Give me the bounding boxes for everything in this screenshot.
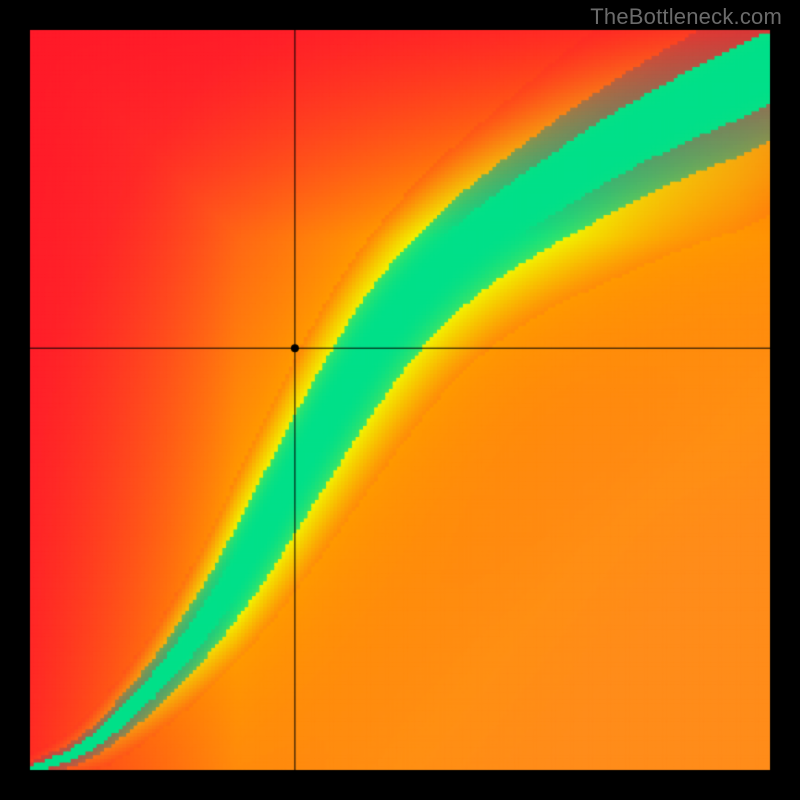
bottleneck-heatmap: TheBottleneck.com (0, 0, 800, 800)
heatmap-canvas (0, 0, 800, 800)
watermark-label: TheBottleneck.com (590, 4, 782, 30)
